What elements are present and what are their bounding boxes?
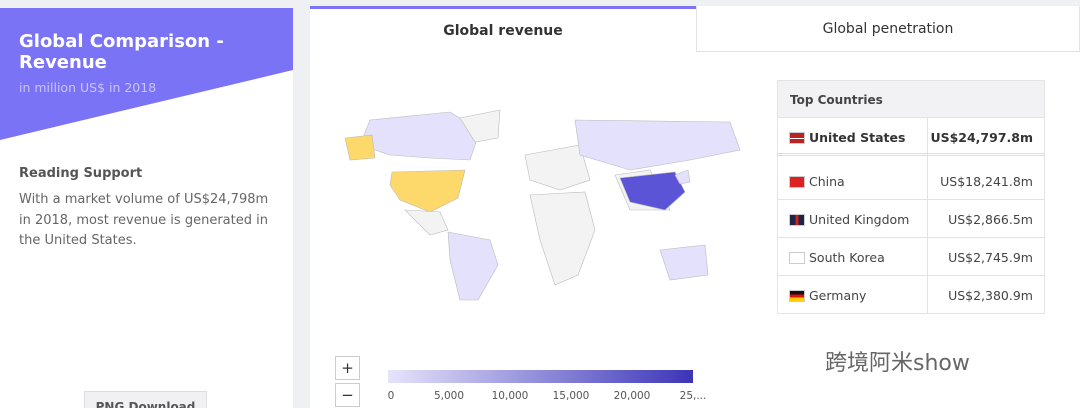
value: US$24,797.8m	[930, 130, 1033, 145]
legend-label: 15,000	[552, 390, 590, 402]
legend-label: 10,000	[491, 390, 529, 402]
value: US$2,866.5m	[948, 212, 1033, 227]
zoom-out[interactable]: −	[335, 383, 360, 407]
text: With a market volume of US$24,798m in 20…	[19, 192, 269, 248]
world-map	[344, 109, 741, 301]
table-row: Germany US$2,380.9m	[777, 276, 1045, 314]
flag	[789, 132, 805, 144]
table-row: China US$18,241.8m	[777, 162, 1045, 200]
legend-bar	[388, 370, 693, 383]
tab[interactable]: Global penetration	[696, 6, 1080, 52]
section-title: Reading Support	[19, 166, 143, 181]
title: Global Comparison - Revenue	[19, 31, 224, 73]
flag	[789, 290, 805, 302]
legend-label: 0	[387, 390, 395, 402]
value: US$18,241.8m	[940, 174, 1033, 189]
country: Germany	[809, 288, 867, 303]
sidebar: Global Comparison - Revenue in million U…	[0, 8, 293, 408]
table-header: Top Countries	[777, 80, 1045, 118]
png-download[interactable]: PNG Download	[84, 391, 207, 408]
country: United States	[809, 130, 906, 145]
table-row: United States US$24,797.8m	[777, 118, 1045, 156]
country: South Korea	[809, 250, 885, 265]
divider	[927, 118, 928, 314]
legend-label: 25,...	[679, 390, 707, 402]
value: US$2,380.9m	[948, 288, 1033, 303]
flag	[789, 252, 805, 264]
table-row: South Korea US$2,745.9m	[777, 238, 1045, 276]
flag	[789, 176, 805, 188]
country: United Kingdom	[809, 212, 910, 227]
tab[interactable]: Global revenue	[310, 6, 696, 52]
legend-label: 20,000	[613, 390, 651, 402]
legend-label: 5,000	[433, 390, 465, 402]
zoom-in[interactable]: +	[335, 356, 360, 380]
value: US$2,745.9m	[948, 250, 1033, 265]
flag	[789, 214, 805, 226]
subtitle: in million US$ in 2018	[19, 80, 157, 95]
banner	[0, 8, 293, 140]
watermark: 跨境阿米show	[825, 351, 970, 376]
table-row: United Kingdom US$2,866.5m	[777, 200, 1045, 238]
country: China	[809, 174, 845, 189]
